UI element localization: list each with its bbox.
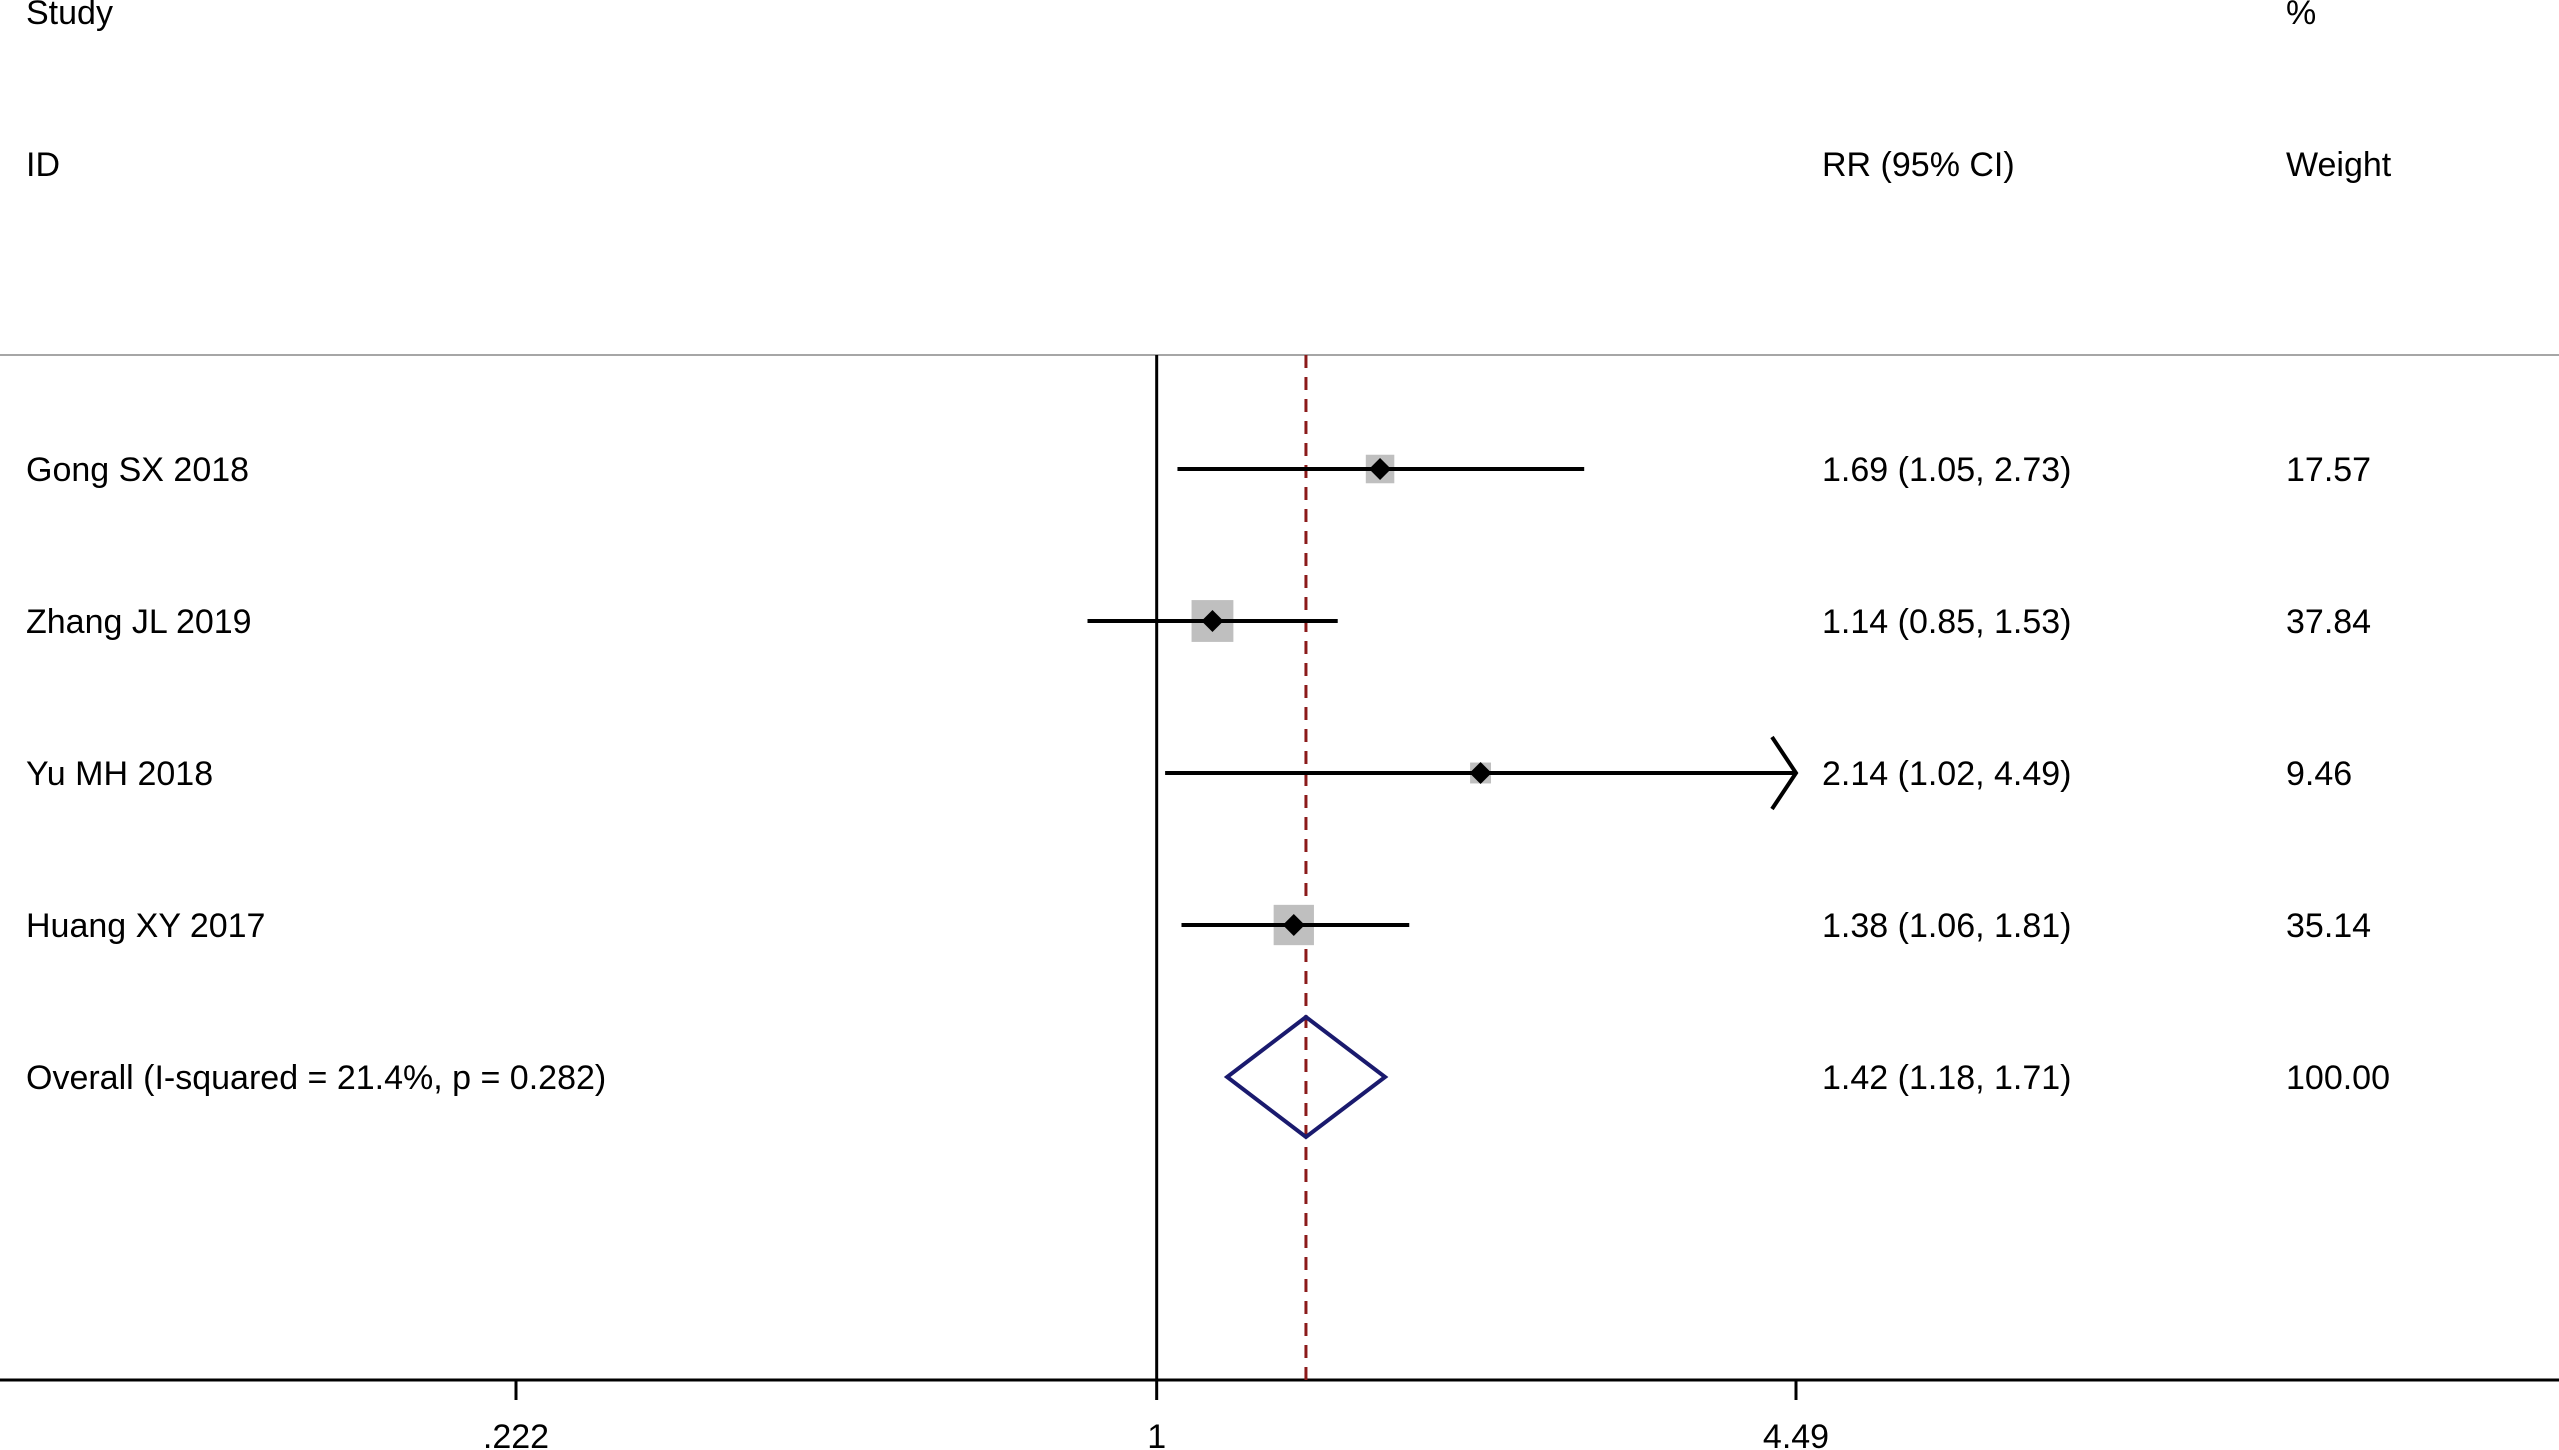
study-name: Yu MH 2018 [26,755,213,793]
header-study: Study [26,0,113,32]
study-row: Huang XY 2017 1.38 (1.06, 1.81) 35.14 [26,904,2371,946]
study-row: Yu MH 2018 2.14 (1.02, 4.49) 9.46 [26,735,2352,811]
header-estimate: RR (95% CI) [1822,146,2015,184]
x-tick-label: .222 [483,1418,549,1450]
weight-text: 9.46 [2286,755,2352,793]
x-axis-ticks: .222 1 4.49 [483,1380,1829,1450]
study-row: Gong SX 2018 1.69 (1.05, 2.73) 17.57 [26,451,2371,489]
overall-ci-text: 1.42 (1.18, 1.71) [1822,1059,2072,1097]
x-tick-label: 4.49 [1763,1418,1829,1450]
pooled-diamond [1223,1014,1389,1140]
overall-row: Overall (I-squared = 21.4%, p = 0.282) 1.… [26,1014,2390,1140]
overall-label: Overall (I-squared = 21.4%, p = 0.282) [26,1059,606,1097]
header-weight: Weight [2286,146,2392,184]
ci-arrow [1770,735,1799,811]
study-name: Zhang JL 2019 [26,603,252,641]
weight-text: 35.14 [2286,907,2371,945]
x-tick-label: 1 [1147,1418,1166,1450]
study-name: Huang XY 2017 [26,907,265,945]
point-estimate [1201,610,1224,632]
weight-text: 37.84 [2286,603,2371,641]
overall-weight-text: 100.00 [2286,1059,2390,1097]
ci-text: 2.14 (1.02, 4.49) [1822,755,2072,793]
ci-text: 1.38 (1.06, 1.81) [1822,907,2072,945]
header-weight-percent: % [2286,0,2316,32]
point-estimate [1369,458,1392,480]
ci-text: 1.69 (1.05, 2.73) [1822,451,2072,489]
study-row: Zhang JL 2019 1.14 (0.85, 1.53) 37.84 [26,600,2371,642]
point-estimate [1469,762,1492,784]
weight-text: 17.57 [2286,451,2371,489]
study-rows: Gong SX 2018 1.69 (1.05, 2.73) 17.57 Zhang … [26,451,2371,946]
header-id: ID [26,146,60,184]
study-name: Gong SX 2018 [26,451,249,489]
point-estimate [1282,914,1305,936]
ci-text: 1.14 (0.85, 1.53) [1822,603,2072,641]
